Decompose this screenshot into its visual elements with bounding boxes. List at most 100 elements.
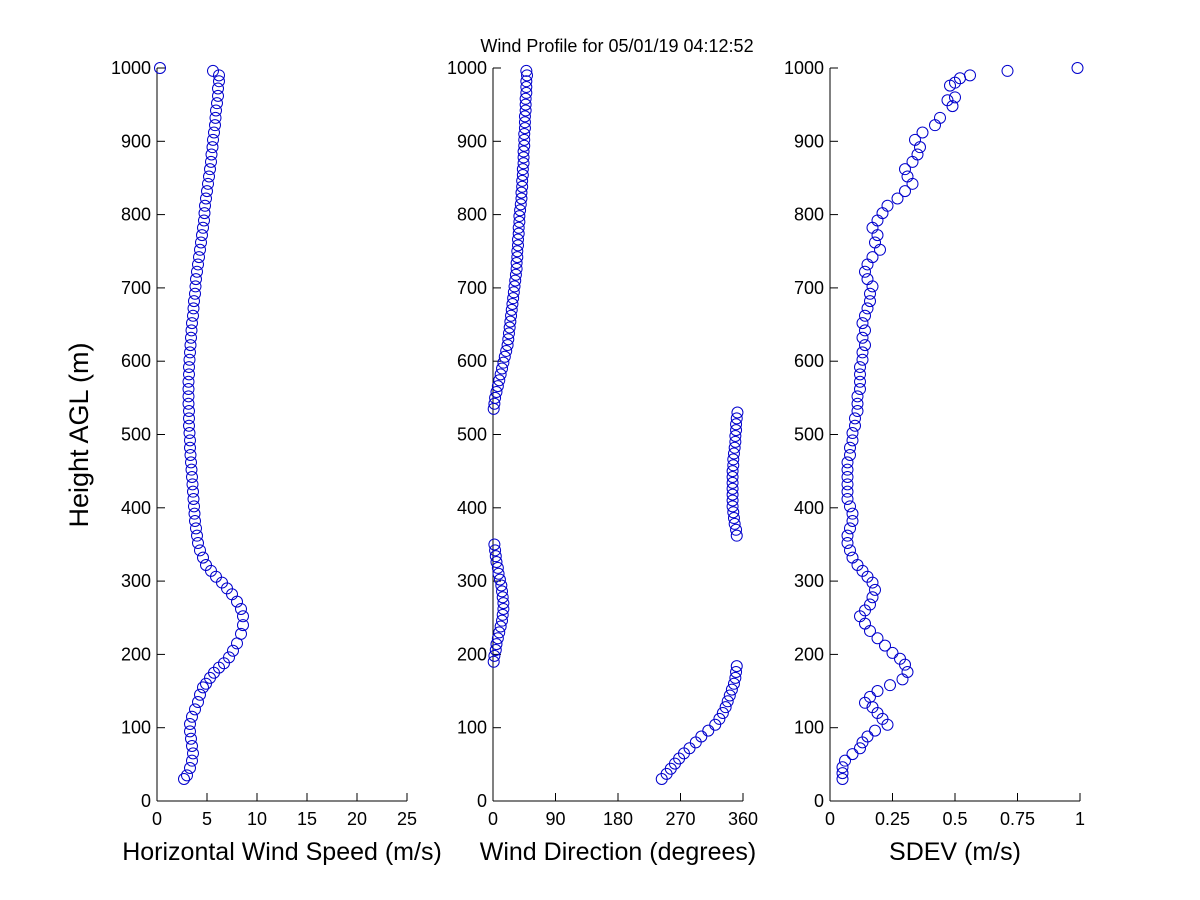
y-tick-label: 800: [794, 205, 824, 225]
data-point: [506, 298, 519, 311]
data-point: [876, 207, 889, 220]
data-point: [498, 350, 511, 363]
y-tick-label: 400: [121, 498, 151, 518]
y-tick-label: 800: [457, 205, 487, 225]
data-point: [901, 170, 914, 183]
y-tick-label: 300: [457, 571, 487, 591]
data-point: [520, 81, 533, 94]
data-point: [190, 522, 202, 535]
data-point: [183, 368, 195, 381]
data-point: [869, 583, 881, 596]
data-point: [186, 478, 199, 491]
data-point: [223, 651, 235, 664]
data-point: [881, 199, 894, 212]
data-point: [203, 170, 215, 183]
data-point: [185, 331, 197, 344]
x-tick-label: 10: [247, 809, 267, 829]
data-point: [896, 673, 909, 686]
data-point: [184, 441, 196, 454]
data-point: [198, 207, 211, 220]
data-point: [512, 239, 524, 252]
data-point: [730, 412, 743, 425]
data-point: [728, 517, 741, 530]
x-tick-label: 20: [347, 809, 367, 829]
data-point: [511, 251, 524, 264]
y-tick-label: 1000: [111, 58, 151, 78]
data-point: [510, 262, 523, 275]
data-point: [178, 773, 190, 786]
data-point: [874, 243, 886, 256]
x-tick-label: 1: [1075, 809, 1085, 829]
data-point: [208, 126, 220, 139]
data-point: [188, 500, 200, 513]
data-point: [184, 718, 196, 731]
data-point: [188, 295, 200, 308]
y-tick-label: 800: [121, 205, 151, 225]
data-point: [906, 155, 919, 168]
data-point: [513, 215, 526, 228]
data-point: [727, 453, 740, 466]
data-point: [197, 681, 209, 694]
data-point: [861, 273, 874, 286]
data-point: [186, 317, 198, 330]
data-point: [859, 309, 871, 322]
data-point: [512, 227, 525, 240]
data-point: [518, 110, 531, 123]
data-point: [727, 447, 740, 460]
data-point: [516, 174, 529, 187]
data-point: [508, 280, 521, 293]
data-point: [726, 482, 739, 495]
data-point: [941, 94, 954, 107]
data-point: [515, 186, 528, 199]
data-point: [518, 127, 531, 140]
data-point: [496, 608, 509, 621]
y-tick-label: 700: [121, 278, 151, 298]
data-point: [510, 256, 523, 269]
data-point: [186, 710, 198, 723]
data-point: [726, 494, 739, 507]
data-point: [518, 139, 531, 152]
data-point: [187, 302, 200, 315]
data-point: [901, 665, 914, 678]
data-point: [864, 598, 876, 611]
data-point: [869, 236, 881, 249]
data-point: [934, 111, 946, 124]
x-tick-label: 90: [545, 809, 565, 829]
data-point: [859, 339, 871, 352]
data-point: [207, 133, 219, 146]
data-point: [864, 287, 876, 300]
data-point: [210, 104, 222, 117]
data-point: [191, 529, 203, 542]
data-point: [730, 418, 743, 431]
data-point: [505, 309, 518, 322]
data-point: [182, 383, 195, 396]
data-point: [187, 485, 199, 498]
data-point: [854, 361, 866, 374]
data-point: [964, 69, 976, 82]
data-point: [716, 707, 729, 720]
y-tick-label: 300: [794, 571, 824, 591]
data-point: [730, 660, 743, 673]
data-point: [726, 476, 739, 489]
data-point: [841, 456, 854, 469]
data-point: [859, 617, 871, 630]
data-point: [861, 302, 874, 315]
data-point: [184, 725, 196, 738]
x-axis-label: SDEV (m/s): [889, 838, 1021, 866]
data-point: [205, 148, 218, 161]
data-point: [854, 368, 866, 381]
data-point: [493, 573, 506, 586]
y-tick-label: 200: [794, 644, 824, 664]
data-point: [518, 122, 531, 135]
data-point: [520, 64, 533, 77]
data-point: [201, 185, 213, 198]
data-point: [871, 685, 884, 698]
data-point: [488, 538, 501, 551]
data-point: [846, 748, 859, 761]
data-point: [846, 514, 859, 527]
y-tick-label: 0: [141, 791, 151, 811]
data-point: [488, 649, 501, 662]
data-point: [851, 405, 864, 418]
chart-title: Wind Profile for 05/01/19 04:12:52: [480, 36, 753, 56]
